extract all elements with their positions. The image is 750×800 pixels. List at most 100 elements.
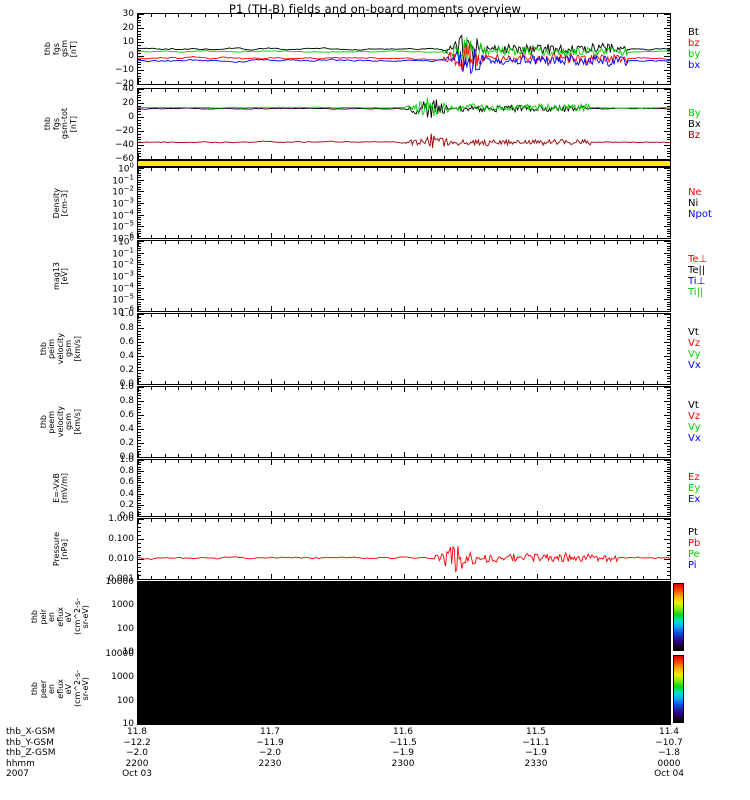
x-axis-row-names: thb_X-GSM thb_Y-GSM thb_Z-GSM hhmm 2007 [6, 727, 55, 780]
y-tick-label: 0 [128, 112, 134, 122]
y-tick-label: 100 [116, 695, 134, 706]
legend-item: Ex [688, 493, 701, 505]
y-tick-label: 10−6 [112, 304, 134, 318]
y-ticks-fgs-gsm-tot: 40 20 0 −20 −40 −60 [96, 84, 134, 164]
x-tick-y-gsm: −11.5 [389, 737, 417, 748]
legend-item: Bt [688, 27, 699, 38]
y-tick-label: −40 [115, 140, 134, 150]
legend-item: Te|| [688, 265, 706, 276]
y-axis-label-peim-velocity: thb peim velocity gsm [km/s] [28, 313, 94, 385]
legend-item: Vt [688, 400, 699, 411]
legend-item: Vx [688, 360, 701, 371]
panel-pressure [137, 518, 671, 580]
y-tick-label: 0 [128, 51, 134, 61]
y-ticks-peem-velocity: 1.0 0.8 0.6 0.4 0.2 0.0 [96, 382, 134, 462]
y-axis-label-fgs-gsm-tot: thb fgs gsm-tot [nT] [28, 88, 94, 160]
y-tick-label: 10−1 [112, 246, 134, 260]
y-tick-label: 10−2 [112, 257, 134, 271]
x-tick-y-gsm: −11.1 [522, 737, 550, 748]
x-row-name-1: thb_Y-GSM [6, 737, 54, 748]
x-tick-hhmm: 2330 [524, 758, 548, 769]
legend-density: Ne Ni Npot [688, 187, 712, 220]
y-tick-label: 0.8 [119, 466, 134, 477]
y-ticks-mag13: 100 10−1 10−2 10−3 10−4 10−5 10−6 [96, 235, 134, 318]
legend-efield: Ez Ey Ex [688, 472, 700, 505]
y-tick-label: 1000 [111, 600, 134, 611]
legend-pressure: Pt Pb Pe Pi [688, 527, 700, 571]
x-tick-hhmm: 2300 [391, 758, 415, 769]
y-axis-label-pressure: Pressure [nPa] [28, 518, 94, 580]
x-tick-y-gsm: −10.7 [655, 737, 683, 748]
y-ticks-pressure: 1.000 0.100 0.010 0.001 [96, 514, 134, 584]
y-axis-label-word: [km/s] [72, 409, 82, 435]
legend-item: Vx [688, 433, 701, 444]
y-tick-label: 0.001 [108, 574, 134, 584]
y-tick-label: 10 [122, 647, 134, 657]
x-tick-z-gsm: −1.8 [658, 748, 680, 758]
legend-item: By [688, 107, 701, 119]
legend-item: Pe [688, 549, 700, 560]
y-tick-label: 0.0 [119, 452, 134, 462]
y-tick-label: 0.6 [119, 337, 134, 347]
x-tick-x-gsm: 11.4 [658, 727, 680, 737]
y-axis-label-peir-en-eflux: thb peir en eflux eV (cm^2-s-sr-eV) [28, 581, 94, 653]
trace-group-pressure [138, 545, 670, 573]
x-tick-z-gsm: −2.0 [126, 748, 148, 758]
legend-item: Pt [688, 527, 698, 538]
x-tick-column: 11.5 −11.1 −1.9 2330 [491, 727, 581, 780]
page-title: P1 (TH-B) fields and on-board moments ov… [228, 2, 522, 16]
y-tick-label: −20 [115, 126, 134, 136]
y-axis-label-mag13: mag13 [eV] [28, 240, 94, 312]
x-row-name-3: hhmm [6, 758, 35, 769]
y-tick-label: 10000 [105, 577, 134, 587]
legend-item: Te⊥ [688, 254, 708, 265]
x-tick-column: 11.6 −11.5 −1.9 2300 [358, 727, 448, 780]
y-axis-label-word: [eV] [60, 267, 69, 285]
y-tick-label: 0.0 [119, 379, 134, 389]
y-tick-label: −60 [115, 154, 134, 164]
panel-peer-en-eflux [137, 653, 671, 725]
legend-item: Bz [688, 129, 701, 141]
y-tick-label: 0.010 [108, 554, 134, 564]
x-tick-x-gsm: 11.6 [392, 727, 414, 737]
x-tick-y-gsm: −11.9 [256, 737, 284, 748]
legend-peim-velocity: Vt Vz Vy Vx [688, 327, 701, 371]
y-axis-label-fgs-gsm: thb fgs gsm [nT] [28, 13, 94, 85]
y-ticks-efield: 1.0 0.8 0.6 0.4 0.2 0.0 [96, 455, 134, 521]
colorbar-peer-en-eflux [673, 655, 684, 723]
y-tick-label: 1000 [111, 672, 134, 683]
x-tick-y-gsm: −12.2 [123, 737, 151, 748]
x-tick-z-gsm: −2.0 [259, 748, 281, 758]
y-axis-label-peem-velocity: thb peem velocity gsm [km/s] [28, 386, 94, 458]
trace-group-fgs-gsm [138, 34, 670, 75]
panel-peem-velocity [137, 386, 671, 458]
legend-item: Vz [688, 411, 701, 422]
legend-item: Vz [688, 338, 701, 349]
y-tick-label: 30 [122, 9, 134, 19]
y-tick-label: 0.4 [119, 488, 134, 499]
x-tick-date: Oct 03 [122, 769, 152, 779]
y-tick-label: 0.8 [119, 396, 134, 406]
y-tick-label: 0.4 [119, 424, 134, 434]
legend-item: Ne [688, 186, 702, 198]
y-tick-label: −20 [115, 79, 134, 89]
panel-fgs-gsm [137, 13, 671, 85]
y-tick-label: 1.000 [108, 514, 134, 524]
y-tick-label: 1.0 [119, 309, 134, 319]
panel-fgs-gsm-tot [137, 88, 671, 160]
y-tick-label: 10−3 [112, 269, 134, 283]
y-axis-label-word: [nPa] [60, 538, 69, 560]
y-axis-label-word: [mV/m] [60, 473, 69, 503]
y-tick-label: 10 [122, 37, 134, 47]
x-tick-hhmm: 2200 [125, 758, 149, 769]
y-tick-label: 0.100 [108, 534, 134, 544]
y-tick-label: 10−3 [112, 196, 134, 210]
panel-peim-velocity [137, 313, 671, 385]
y-tick-label: 0.2 [119, 438, 134, 448]
legend-item: Vt [688, 327, 699, 338]
y-axis-label-word: [cm-3] [60, 189, 69, 217]
legend-item: Ez [688, 471, 700, 483]
legend-item: Npot [688, 208, 712, 220]
legend-fgs-gsm-tot: By Bx Bz [688, 108, 701, 141]
